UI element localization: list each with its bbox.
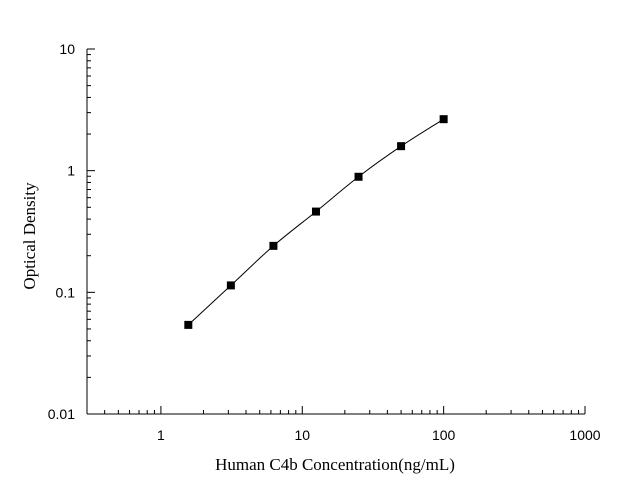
axes: 1 10 100 1000 0.01 0.1 1 10 xyxy=(48,41,601,443)
y-tick-label: 0.01 xyxy=(48,406,75,422)
data-point xyxy=(354,172,363,181)
data-point xyxy=(397,142,406,151)
x-axis-title: Human C4b Concentration(ng/mL) xyxy=(215,455,455,474)
y-tick-label: 1 xyxy=(67,163,75,179)
y-tick-label: 0.1 xyxy=(56,284,76,300)
x-tick-label: 1000 xyxy=(569,427,600,443)
data-points xyxy=(184,115,448,329)
y-tick-label: 10 xyxy=(59,41,75,57)
y-axis-title: Optical Density xyxy=(20,182,39,290)
x-tick-label: 10 xyxy=(294,427,310,443)
fit-curve xyxy=(187,118,444,326)
x-tick-label: 1 xyxy=(157,427,165,443)
data-point xyxy=(311,207,320,216)
data-point xyxy=(184,320,193,329)
fit-curve-layer xyxy=(187,118,444,326)
data-point xyxy=(269,241,278,250)
data-point xyxy=(439,115,448,124)
data-point xyxy=(226,281,235,290)
x-tick-label: 100 xyxy=(432,427,456,443)
